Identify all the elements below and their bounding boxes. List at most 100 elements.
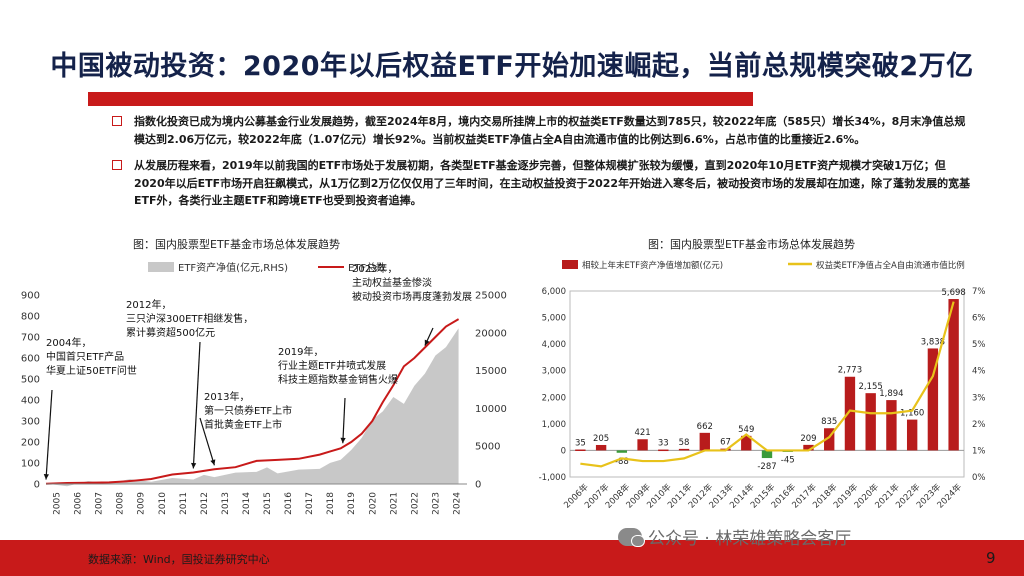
y-left-tick-label: 400 [21, 396, 40, 407]
data-source: 数据来源：Wind，国投证券研究中心 [88, 553, 270, 566]
bar [761, 450, 773, 459]
etf-count-line [45, 318, 460, 485]
y-right-tick-label: 25000 [475, 291, 507, 302]
bar-value-label: 662 [697, 422, 713, 432]
chart2-title: 图：国内股票型ETF基金市场总体发展趋势 [648, 238, 855, 251]
annotation-text: 2013年， [204, 390, 249, 403]
bar [886, 400, 897, 451]
x-tick-label: 2017 [305, 492, 315, 515]
bar-value-label: 35 [575, 438, 586, 448]
annotation-arrowhead [424, 339, 430, 346]
bullet-item: 指数化投资已成为境内公募基金行业发展趋势，截至2024年8月，境内交易所挂牌上市… [112, 113, 972, 148]
x-tick-label: 2024 [452, 492, 462, 515]
legend-label-bar: 相较上年末ETF资产净值增加额(亿元) [582, 260, 723, 271]
y-right-tick-label: 6% [972, 314, 986, 324]
annotation-text: 累计募资超500亿元 [126, 326, 215, 339]
x-tick-label: 2013 [221, 492, 231, 515]
annotation-text: 中国首只ETF产品 [46, 350, 124, 363]
x-tick-label: 2018 [326, 492, 336, 515]
y-right-tick-label: 3% [972, 393, 986, 403]
bar [948, 299, 959, 451]
bar [906, 419, 918, 451]
x-tick-label: 2010 [158, 492, 168, 515]
ratio-line [580, 301, 955, 468]
y-left-tick-label: 2,000 [542, 393, 566, 403]
annotation-text: 2023年， [352, 262, 397, 275]
bar-value-label: 1,160 [900, 409, 924, 419]
x-tick-label: 2023 [431, 492, 441, 515]
bar [658, 449, 669, 452]
annotation-arrow [192, 341, 201, 469]
x-tick-label: 2011 [179, 492, 189, 515]
annotation-text: 科技主题指数基金销售火爆 [278, 373, 398, 386]
bar [637, 439, 648, 451]
bar-value-label: 2,155 [859, 382, 883, 392]
x-tick-label: 2008 [116, 492, 126, 515]
y-right-tick-label: 5000 [475, 442, 500, 453]
bar [865, 393, 876, 451]
y-right-tick-label: 1% [972, 446, 986, 456]
x-tick-label: 2009 [137, 492, 147, 515]
bar-value-label: 205 [593, 434, 609, 444]
annotation-text: 行业主题ETF井喷式发展 [278, 359, 386, 372]
annotation-text: 首批黄金ETF上市 [204, 418, 282, 431]
y-right-tick-label: 2% [972, 420, 986, 430]
annotation-text: 被动投资市场再度蓬勃发展 [352, 290, 472, 303]
bar-value-label: 33 [658, 439, 669, 449]
x-tick-label: 2015 [263, 492, 273, 515]
watermark: 公众号 · 林荣雄策略会客厅 [618, 524, 851, 549]
bullet-text: 从发展历程来看，2019年以前我国的ETF市场处于发展初期，各类型ETF基金逐步… [134, 159, 971, 207]
y-left-tick-label: 500 [21, 375, 40, 386]
y-right-tick-label: 5% [972, 340, 986, 350]
y-left-tick-label: 0 [34, 480, 40, 491]
checkbox-bullet-icon [112, 116, 122, 126]
y-left-tick-label: 900 [21, 291, 40, 302]
y-left-tick-label: 600 [21, 354, 40, 365]
bar-value-label: 58 [679, 438, 690, 448]
y-left-tick-label: 800 [21, 312, 40, 323]
x-tick-label: 2016 [284, 492, 294, 515]
bar [803, 444, 814, 451]
bar-value-label: 5,698 [941, 288, 965, 298]
slide-title: 中国被动投资：2020年以后权益ETF开始加速崛起，当前总规模突破2万亿 [50, 51, 974, 82]
legend-swatch-nav [148, 262, 174, 272]
y-left-tick-label: 200 [21, 438, 40, 449]
annotation-arrowhead [191, 462, 197, 469]
y-right-tick-label: 20000 [475, 328, 507, 339]
bar [824, 428, 835, 451]
bar [678, 448, 690, 451]
checkbox-bullet-icon [112, 160, 122, 170]
y-left-tick-label: 3,000 [542, 367, 566, 377]
legend-swatch-bar [562, 260, 578, 269]
annotation-text: 2019年， [278, 345, 323, 358]
bar-value-label: 421 [634, 428, 650, 438]
y-left-tick-label: 4,000 [542, 340, 566, 350]
annotation-arrow [45, 389, 53, 480]
watermark-text: 公众号 · 林荣雄策略会客厅 [648, 529, 852, 549]
plot-frame [569, 290, 965, 478]
legend-label-nav: ETF资产净值(亿元,RHS) [178, 261, 288, 274]
annotation-arrow [342, 397, 346, 444]
bar-value-label: 67 [720, 438, 731, 448]
legend-label-count: ETF总数 [348, 261, 386, 274]
annotation-text: 三只沪深300ETF相继发售， [126, 312, 253, 325]
y-right-tick-label: 0% [972, 473, 986, 483]
y-right-tick-label: 10000 [475, 404, 507, 415]
footer-bar [0, 540, 1024, 576]
bar-value-label: -45 [781, 456, 795, 466]
x-tick-label: 2022 [410, 492, 420, 515]
annotation-text: 华夏上证50ETF问世 [46, 364, 137, 377]
page-number: 9 [986, 549, 996, 567]
y-left-tick-label: 5,000 [542, 314, 566, 324]
x-tick-label: 2014 [242, 492, 252, 515]
bar [844, 376, 856, 451]
wechat-icon [618, 527, 645, 547]
bar [616, 450, 628, 453]
y-left-tick-label: 1,000 [542, 420, 566, 430]
bar-value-label: 1,894 [879, 389, 903, 399]
y-right-tick-label: 7% [972, 287, 986, 297]
bullet-list: 指数化投资已成为境内公募基金行业发展趋势，截至2024年8月，境内交易所挂牌上市… [112, 113, 972, 219]
y-right-tick-label: 0 [475, 480, 481, 491]
x-tick-label: 2021 [389, 492, 399, 515]
annotation-arrowhead [340, 437, 346, 444]
